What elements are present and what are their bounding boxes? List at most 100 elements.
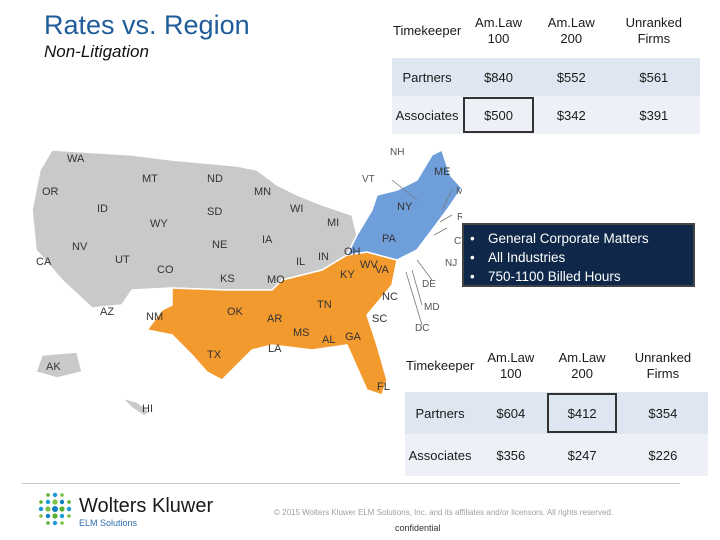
confidential-label: confidential [395,523,441,533]
state-label-tx: TX [207,349,222,361]
state-label-hi: HI [142,403,153,415]
state-label-ia: IA [262,234,273,246]
top-rates-table: Timekeeper Am.Law 100 Am.Law 200 Unranke… [392,4,700,134]
us-map: WA OR ID MT ND MN WI MI SD WY NE IA IL IN OH NV UT CO KS MO… [31,147,462,417]
state-label-il: IL [296,256,305,268]
table-cell-highlighted: $412 [546,392,617,434]
state-label-ca: CA [36,256,52,268]
criteria-item: General Corporate Matters [470,229,687,248]
state-label-ms: MS [293,327,310,339]
logo-dot [52,492,58,498]
state-label-nd: ND [207,173,223,185]
state-label-dc: DC [415,323,429,334]
table-cell: $604 [496,405,526,421]
table-cell: Partners [415,405,465,421]
logo-dot [52,513,58,519]
table-cell: $247 [567,447,597,463]
state-label-ne: NE [212,239,227,251]
logo-dot [46,493,50,497]
state-label-al: AL [322,334,335,346]
state-label-wy: WY [150,218,168,230]
table-row: Partners $604 $412 $354 [405,392,708,434]
logo-dot [52,520,58,526]
state-label-nv: NV [72,241,88,253]
table-cell: $342 [556,107,586,123]
table-cell: $552 [556,69,586,85]
brand-name: Wolters Kluwer [79,495,214,517]
table-cell: $840 [484,69,513,85]
state-label-nc: NC [382,291,398,303]
logo-dot [66,506,72,512]
logo-dot [46,521,50,525]
state-label-mo: MO [267,274,285,286]
logo-dot [60,521,64,525]
logo-dot [59,499,65,505]
state-label-co: CO [157,264,174,276]
state-label-va: VA [375,264,390,276]
criteria-item: 750-1100 Billed Hours [470,267,687,286]
criteria-box: General Corporate Matters All Industries… [462,223,695,287]
map-state-labels: WA OR ID MT ND MN WI MI SD WY NE IA IL IN OH NV UT CO KS MO… [36,147,462,415]
state-label-nh: NH [390,147,404,158]
copyright-text: © 2015 Wolters Kluwer ELM Solutions, Inc… [274,508,614,517]
state-label-mi: MI [327,217,339,229]
logo-dot [59,513,65,519]
state-label-me: ME [434,166,451,178]
state-label-mt: MT [142,173,158,185]
state-label-la: LA [268,343,282,355]
logo-dot [52,506,58,512]
state-label-ar: AR [267,313,282,325]
brand-subtitle: ELM Solutions [79,518,138,528]
state-label-ky: KY [340,269,355,281]
map-leader-lines [391,179,453,326]
state-label-de: DE [422,279,436,290]
table-row: Associates $500 $342 $391 [392,96,700,134]
state-label-sc: SC [372,313,387,325]
header-amlaw200: Am.Law 200 [547,15,595,46]
page-title: Rates vs. Region [44,10,250,40]
state-label-oh: OH [344,246,361,258]
table-cell: $354 [648,405,678,421]
logo-dot [39,500,43,504]
footer-divider [22,483,680,484]
state-label-id: ID [97,203,108,215]
state-label-vt: VT [362,174,375,185]
logo-dot [67,500,71,504]
table-row: Associates $356 $247 $226 [405,434,708,476]
state-label-tn: TN [317,299,332,311]
logo-dot [67,514,71,518]
table-cell: $356 [496,447,526,463]
table-cell: Partners [402,69,452,85]
logo-dot [45,513,51,519]
state-label-md: MD [424,302,440,313]
header-unranked: Unranked Firms [634,350,692,381]
table-cell: $391 [639,107,669,123]
logo-dot [39,514,43,518]
state-label-wi: WI [290,203,303,215]
table-header-row: Timekeeper Am.Law 100 Am.Law 200 Unranke… [405,340,708,392]
header-unranked: Unranked Firms [625,15,683,46]
state-label-ct: CT [454,236,462,247]
state-label-ut: UT [115,254,130,266]
table-cell: $561 [639,69,669,85]
header-amlaw100: Am.Law 100 [475,15,523,46]
logo-dot [59,506,65,512]
header-amlaw200: Am.Law 200 [558,350,606,381]
state-label-pa: PA [382,233,397,245]
logo-dot [45,499,51,505]
bottom-rates-table: Timekeeper Am.Law 100 Am.Law 200 Unranke… [405,340,708,476]
state-label-ma: MA [456,186,462,197]
header-timekeeper: Timekeeper [393,23,462,38]
state-label-az: AZ [100,306,114,318]
header-timekeeper: Timekeeper [406,358,475,373]
state-label-ak: AK [46,361,61,373]
state-label-ri: RI [457,212,462,223]
logo-dot [60,493,64,497]
table-row: Partners $840 $552 $561 [392,58,700,96]
state-label-or: OR [42,186,59,198]
state-label-nj: NJ [445,258,457,269]
table-header-row: Timekeeper Am.Law 100 Am.Law 200 Unranke… [392,4,700,58]
logo-dot [38,506,44,512]
state-label-wa: WA [67,153,85,165]
state-label-ny: NY [397,201,413,213]
